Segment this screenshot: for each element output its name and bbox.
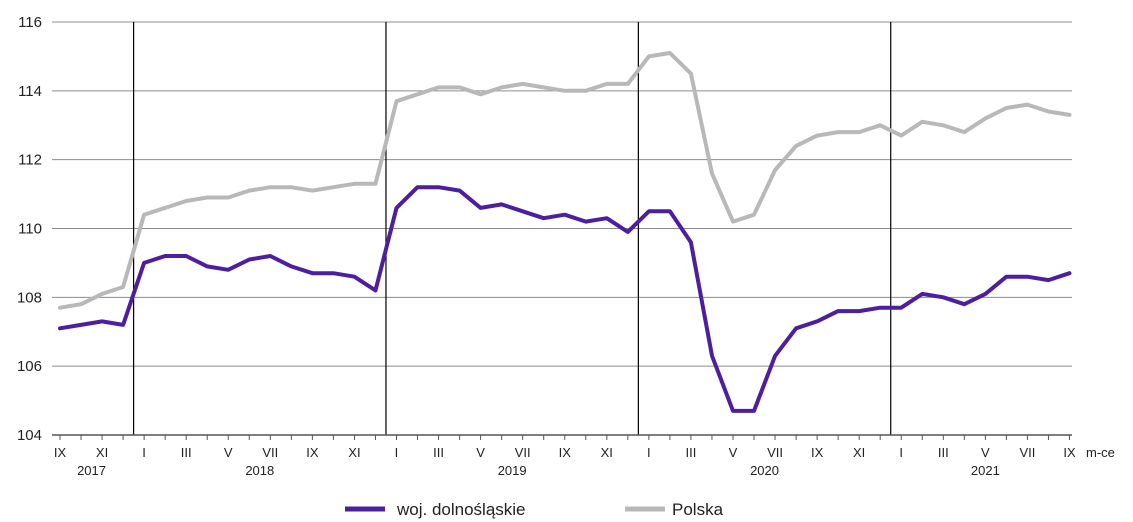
x-tick-label: III [433,445,444,460]
x-tick-label: VII [767,445,783,460]
y-tick-label: 104 [17,427,42,444]
x-tick-label: VII [262,445,278,460]
x-tick-label: XI [348,445,360,460]
x-tick-label: VII [1019,445,1035,460]
x-tick-label: I [142,445,146,460]
x-tick-label: I [647,445,651,460]
x-tick-label: VII [515,445,531,460]
year-label: 2021 [971,463,1000,478]
x-tick-label: V [729,445,738,460]
series-line-polska [58,51,1072,310]
year-label: 2020 [750,463,779,478]
y-tick-label: 116 [18,14,42,31]
x-tick-label: III [938,445,949,460]
x-tick-label: III [686,445,697,460]
year-label: 2017 [77,463,106,478]
legend-label: woj. dolnośląskie [396,500,526,519]
x-tick-label: V [476,445,485,460]
series-lines [58,51,1072,413]
x-axis-unit-label: m-ce [1086,445,1115,460]
year-label: 2018 [245,463,274,478]
x-tick-label: IX [559,445,572,460]
year-dividers [133,22,892,435]
x-tick-label: XI [96,445,108,460]
x-tick-label: III [181,445,192,460]
x-tick-label: XI [853,445,865,460]
year-labels: 2017 2018 2019 2020 2021 [77,463,1000,478]
y-axis-tick-labels: 104 106 108 110 112 114 116 [17,14,42,444]
x-tick-label: I [899,445,903,460]
x-axis-tick-marks [59,435,1070,440]
y-tick-label: 108 [17,289,42,306]
legend-label: Polska [672,500,724,519]
y-tick-label: 110 [18,221,42,238]
y-tick-label: 106 [17,358,42,375]
x-tick-label: IX [811,445,824,460]
x-tick-label: I [395,445,399,460]
x-tick-label: V [981,445,990,460]
y-tick-label: 114 [18,83,42,100]
x-tick-label: IX [306,445,319,460]
year-label: 2019 [498,463,527,478]
x-tick-label: V [224,445,233,460]
x-tick-label: IX [1063,445,1076,460]
legend: woj. dolnośląskie Polska [345,500,724,519]
x-tick-label: IX [54,445,67,460]
x-tick-label: XI [601,445,613,460]
grid-lines [52,21,1072,367]
series-line-woj-dolnoslaskie [58,185,1072,413]
x-axis-tick-labels: IX XI I III V VII IX XI I III V VII IX XI I III V VII IX XI… [54,445,1076,460]
y-tick-label: 112 [18,152,42,169]
